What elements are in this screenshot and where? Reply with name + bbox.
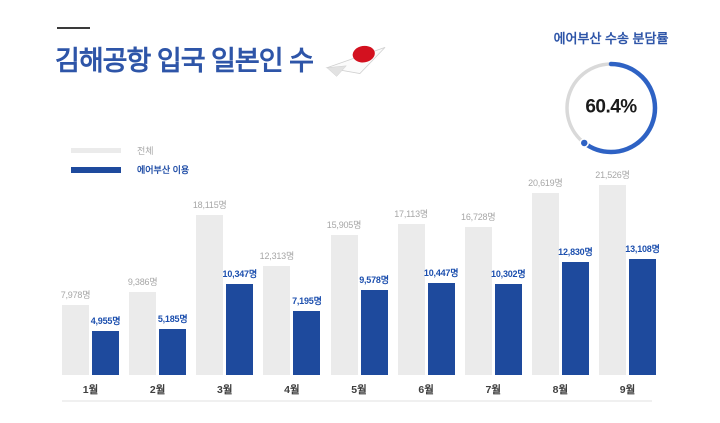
bar-value-label: 13,108명: [625, 244, 660, 254]
bar-airbusan: 10,302명: [491, 269, 526, 375]
bar-value-label: 9,578명: [359, 275, 389, 285]
bar-airbusan: 10,347명: [223, 269, 257, 375]
bar-value-label: 10,447명: [423, 268, 459, 278]
month-label: 1월: [82, 384, 99, 396]
legend-item-total: 전체: [71, 144, 189, 157]
month-label: 3월: [217, 384, 233, 396]
share-percent-value: 60.4%: [585, 96, 637, 118]
bar-airbusan: 13,108명: [625, 244, 660, 375]
page-title: 김해공항 입국 일본인 수: [55, 45, 314, 76]
bar-group: 7,978명 4,955명 1월: [61, 185, 121, 396]
chart-legend: 전체 에어부산 이용: [71, 144, 189, 182]
bar-airbusan: 10,447명: [424, 268, 459, 375]
month-label: 7월: [485, 384, 502, 396]
donut-end-dot: [579, 138, 589, 148]
bar-total: 9,386명: [128, 277, 158, 375]
bar-total: 12,313명: [260, 251, 294, 375]
bar-value-label: 12,830명: [558, 247, 593, 257]
bar-value-label: 18,115명: [192, 200, 227, 210]
bar-total: 20,619명: [528, 178, 563, 375]
bar-value-label: 15,905명: [326, 220, 362, 230]
month-label: 6월: [418, 384, 434, 396]
month-label: 5월: [351, 384, 367, 396]
bar-value-label: 10,302명: [491, 269, 526, 279]
month-label: 2월: [149, 384, 166, 396]
bar-value-label: 16,728명: [461, 212, 496, 222]
bar-airbusan: 9,578명: [359, 275, 389, 375]
bar-total: 17,113명: [394, 209, 428, 375]
bar-airbusan: 4,955명: [91, 316, 121, 375]
legend-label-airbusan: 에어부산 이용: [137, 165, 190, 175]
bar-value-label: 7,978명: [60, 290, 91, 300]
bar-chart: 7,978명 4,955명 1월 9,386명 5,185명 2월 18,115명 10,34…: [61, 170, 660, 396]
bar-value-label: 10,347명: [222, 269, 258, 279]
legend-swatch-airbusan: [71, 166, 121, 173]
bar-value-label: 12,313명: [259, 251, 295, 261]
bar-group: 9,386명 5,185명 2월: [128, 185, 188, 396]
month-label: 4월: [284, 384, 300, 396]
donut-progress-arc: [564, 61, 658, 155]
bar-airbusan: 12,830명: [558, 247, 593, 375]
bar-value-label: 5,185명: [157, 314, 188, 324]
bar-total: 15,905명: [327, 220, 361, 375]
bar-airbusan: 5,185명: [158, 314, 188, 375]
month-label: 8월: [552, 384, 569, 396]
bar-group: 18,115명 10,347명 3월: [193, 185, 257, 396]
bar-value-label: 4,955명: [90, 316, 121, 326]
share-donut-title: 에어부산 수송 분담률: [553, 31, 669, 46]
month-label: 9월: [619, 384, 636, 396]
legend-label-total: 전체: [137, 146, 154, 156]
title-accent-line: [57, 27, 90, 29]
share-donut-svg: [564, 61, 658, 155]
bar-airbusan: 7,195명: [292, 296, 322, 375]
share-donut-chart: 60.4%: [563, 60, 659, 156]
japan-flag-paper-plane-icon: [325, 45, 386, 77]
bar-group: 16,728명 10,302명 7월: [461, 185, 526, 396]
bar-group: 17,113명 10,447명 6월: [394, 185, 459, 396]
bar-value-label: 21,526명: [595, 170, 630, 180]
bar-value-label: 9,386명: [127, 277, 158, 287]
bar-value-label: 7,195명: [292, 296, 322, 306]
bar-total: 18,115명: [193, 200, 227, 375]
bottom-separator-line: [62, 400, 652, 402]
bar-group: 21,526명 13,108명 9월: [595, 170, 660, 396]
bar-group: 20,619명 12,830명 8월: [528, 178, 593, 396]
bar-total: 16,728명: [461, 212, 496, 375]
share-donut-panel: 에어부산 수송 분담률 60.4%: [545, 28, 677, 156]
title-row: 김해공항 입국 일본인 수: [55, 36, 387, 80]
bar-group: 15,905명 9,578명 5월: [327, 185, 389, 396]
bar-value-label: 17,113명: [394, 209, 428, 219]
bar-total: 21,526명: [595, 170, 630, 375]
legend-item-airbusan: 에어부산 이용: [71, 163, 189, 176]
bar-value-label: 20,619명: [528, 178, 563, 188]
bar-group: 12,313명 7,195명 4월: [260, 185, 322, 396]
legend-swatch-total: [71, 148, 121, 153]
bar-total: 7,978명: [61, 290, 91, 375]
